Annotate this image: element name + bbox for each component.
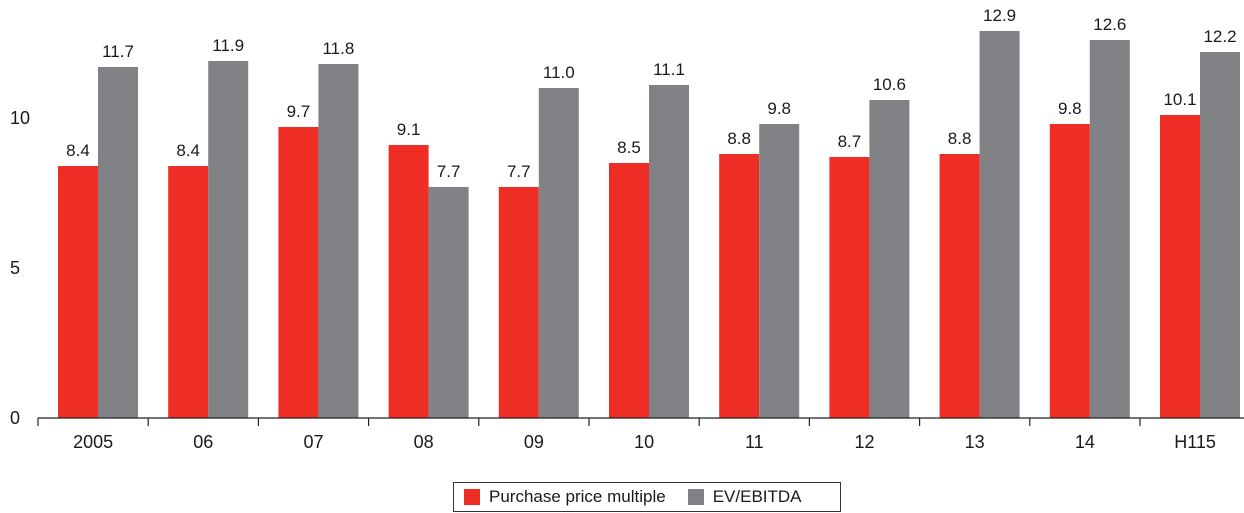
data-label: 8.8 xyxy=(727,129,751,148)
legend: Purchase price multiple EV/EBITDA xyxy=(453,482,841,512)
x-axis: 2005 06 07 08 09 10 11 12 13 14 H115 xyxy=(37,417,1244,452)
bar-purchase-price-multiple xyxy=(58,166,98,418)
x-tick-label: 10 xyxy=(634,432,654,452)
x-tick-label: 13 xyxy=(965,432,985,452)
x-tick-label: 09 xyxy=(524,432,544,452)
legend-label-series-0: Purchase price multiple xyxy=(489,487,666,506)
x-tick-label: 06 xyxy=(193,432,213,452)
data-label: 7.7 xyxy=(437,162,461,181)
bar-ev-ebitda xyxy=(1200,52,1240,418)
data-label: 8.8 xyxy=(948,129,972,148)
data-label: 8.4 xyxy=(176,141,200,160)
data-label: 9.8 xyxy=(767,99,791,118)
bar-purchase-price-multiple xyxy=(498,187,539,418)
bar-ev-ebitda xyxy=(208,61,249,418)
data-label: 9.8 xyxy=(1058,99,1082,118)
bar-purchase-price-multiple xyxy=(609,163,649,418)
data-label: 12.2 xyxy=(1203,27,1236,46)
x-tick-label: 08 xyxy=(414,432,434,452)
data-label: 11.7 xyxy=(102,42,134,61)
data-label: 7.7 xyxy=(507,162,531,181)
data-label: 10.6 xyxy=(873,75,906,94)
bar-ev-ebitda xyxy=(1089,40,1130,418)
x-tick-label: 07 xyxy=(303,432,323,452)
x-tick-label: 12 xyxy=(854,432,874,452)
bar-purchase-price-multiple xyxy=(1160,115,1200,418)
bar-purchase-price-multiple xyxy=(388,145,429,418)
data-label: 11.1 xyxy=(653,60,685,79)
data-label: 12.9 xyxy=(983,6,1016,25)
bar-purchase-price-multiple xyxy=(719,154,760,418)
data-label: 11.9 xyxy=(212,36,244,55)
bar-purchase-price-multiple xyxy=(278,127,319,418)
legend-swatch-series-1 xyxy=(687,489,704,505)
bar-purchase-price-multiple xyxy=(829,157,870,418)
data-label: 9.7 xyxy=(287,102,311,121)
bar-ev-ebitda xyxy=(869,100,910,418)
data-label: 8.7 xyxy=(838,132,862,151)
data-label: 12.6 xyxy=(1093,15,1126,34)
legend-item-series-1: EV/EBITDA xyxy=(687,487,802,507)
bar-ev-ebitda xyxy=(979,31,1020,418)
y-tick-label: 0 xyxy=(10,408,20,428)
legend-swatch-series-0 xyxy=(464,489,480,505)
bar-ev-ebitda xyxy=(759,124,800,418)
y-axis: 0 5 10 xyxy=(10,108,30,428)
data-label: 8.4 xyxy=(66,141,90,160)
x-tick-label: 14 xyxy=(1075,432,1095,452)
bars xyxy=(58,31,1240,418)
bar-purchase-price-multiple xyxy=(168,166,209,418)
y-tick-label: 5 xyxy=(10,258,20,278)
legend-item-series-0: Purchase price multiple xyxy=(464,487,666,507)
y-tick-label: 10 xyxy=(10,108,30,128)
data-label: 10.1 xyxy=(1163,90,1196,109)
x-tick-label: 11 xyxy=(745,432,764,452)
data-labels: 8.4 11.7 8.4 11.9 9.7 11.8 9.1 7.7 7.7 11.0 8.5 11.… xyxy=(66,6,1236,181)
bar-ev-ebitda xyxy=(428,187,469,418)
bar-ev-ebitda xyxy=(538,88,579,418)
bar-ev-ebitda xyxy=(649,85,689,418)
data-label: 8.5 xyxy=(617,138,641,157)
bar-purchase-price-multiple xyxy=(1049,124,1090,418)
data-label: 11.8 xyxy=(322,39,354,58)
bar-purchase-price-multiple xyxy=(939,154,980,418)
x-tick-label: H115 xyxy=(1174,432,1216,452)
data-label: 9.1 xyxy=(397,120,421,139)
x-tick-label: 2005 xyxy=(73,432,113,452)
data-label: 11.0 xyxy=(543,63,575,82)
bar-ev-ebitda xyxy=(318,64,359,418)
legend-label-series-1: EV/EBITDA xyxy=(712,487,802,506)
bar-ev-ebitda xyxy=(98,67,138,418)
